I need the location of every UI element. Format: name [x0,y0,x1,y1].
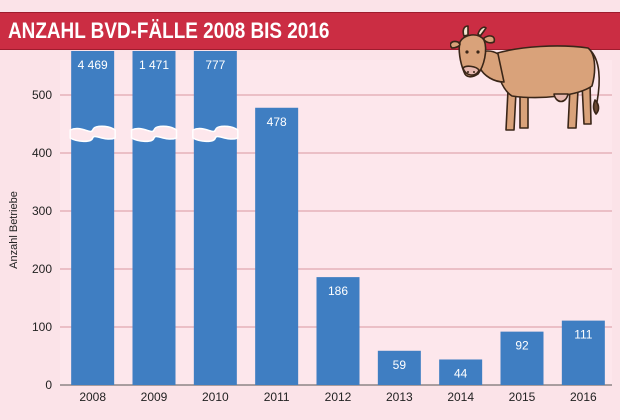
x-tick-label: 2010 [202,390,229,404]
data-label: 777 [205,58,225,72]
axis-break [192,125,239,143]
y-tick-label: 0 [45,378,52,392]
bar [193,51,237,385]
title-bar: ANZAHL BVD-FÄLLE 2008 BIS 2016 [0,12,620,50]
y-tick-label: 100 [32,320,52,334]
data-label: 59 [393,358,407,372]
data-label: 1 471 [139,58,169,72]
data-label: 44 [454,366,468,380]
data-label: 478 [267,115,287,129]
y-tick-label: 400 [32,146,52,160]
x-tick-label: 2011 [264,390,290,404]
y-axis-label-box: Anzahl Betriebe [4,150,24,310]
bar [71,51,115,385]
x-tick-label: 2013 [386,390,413,404]
bar [132,51,176,385]
axis-break [69,125,116,143]
x-tick-label: 2014 [447,390,474,404]
y-tick-label: 500 [32,88,52,102]
cow-icon [450,25,600,131]
axis-break [130,125,178,143]
bar [377,350,421,385]
bar [316,277,360,385]
y-tick-label: 200 [32,262,52,276]
x-tick-label: 2016 [570,390,597,404]
data-label: 4 469 [78,58,108,72]
bar [255,107,299,385]
chart-title: ANZAHL BVD-FÄLLE 2008 BIS 2016 [8,18,330,43]
y-tick-label: 300 [32,204,52,218]
data-label: 92 [515,339,529,353]
data-label: 111 [574,328,593,342]
x-tick-label: 2012 [325,390,352,404]
bar [500,331,544,385]
data-label: 186 [328,284,348,298]
bar [561,320,605,385]
y-axis-label: Anzahl Betriebe [8,191,20,269]
x-tick-label: 2008 [79,390,106,404]
bar [439,359,483,385]
x-tick-label: 2009 [141,390,168,404]
x-tick-label: 2015 [509,390,536,404]
